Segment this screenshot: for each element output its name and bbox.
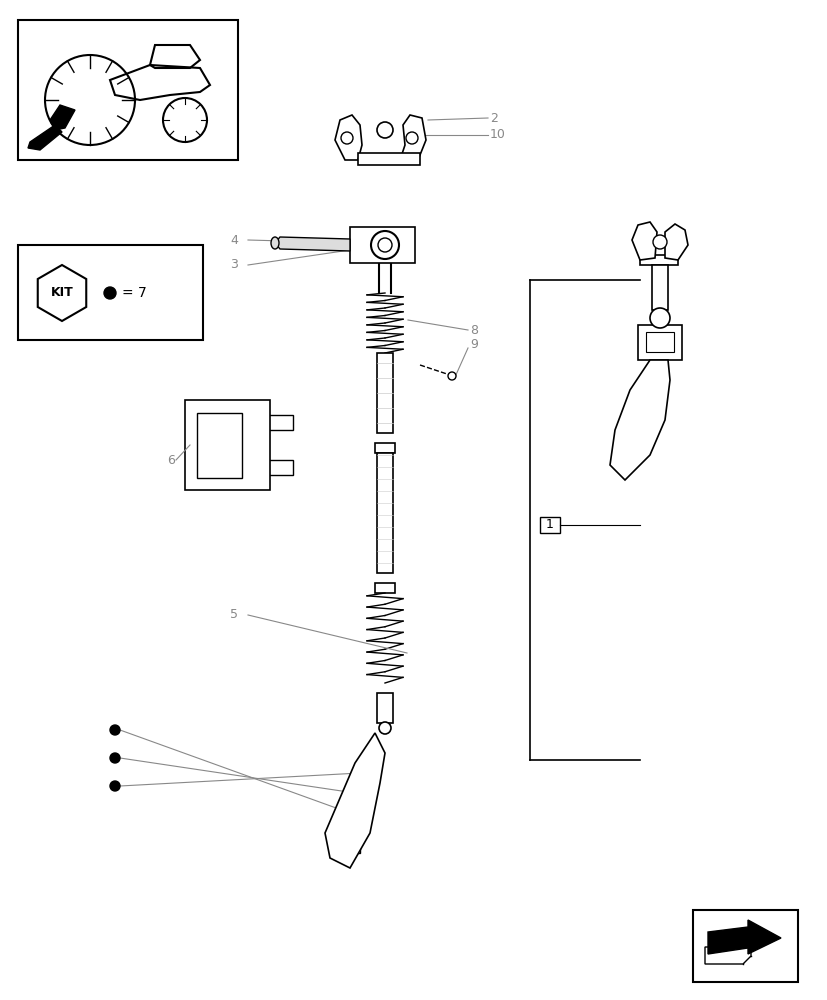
Polygon shape <box>38 265 86 321</box>
Text: 1: 1 <box>545 518 553 532</box>
Circle shape <box>110 781 120 791</box>
Text: 9: 9 <box>470 338 477 352</box>
Polygon shape <box>707 920 780 954</box>
Circle shape <box>110 753 120 763</box>
Circle shape <box>447 372 456 380</box>
Bar <box>197 413 241 478</box>
Bar <box>375 443 394 453</box>
Circle shape <box>649 308 669 328</box>
Bar <box>645 332 673 352</box>
Circle shape <box>379 722 390 734</box>
Circle shape <box>378 238 391 252</box>
Polygon shape <box>704 947 750 964</box>
Text: = 7: = 7 <box>122 286 146 300</box>
Polygon shape <box>399 115 425 160</box>
Text: 6: 6 <box>167 454 174 466</box>
Circle shape <box>370 231 399 259</box>
Text: 8: 8 <box>470 324 477 336</box>
Polygon shape <box>28 125 62 150</box>
Text: 2: 2 <box>490 111 497 124</box>
Bar <box>184 400 270 490</box>
Circle shape <box>405 132 418 144</box>
Circle shape <box>110 725 120 735</box>
Bar <box>639 255 677 265</box>
Bar <box>268 460 293 475</box>
Bar <box>268 415 293 430</box>
Polygon shape <box>664 224 687 260</box>
Bar <box>638 325 681 360</box>
Bar <box>376 693 393 723</box>
Text: 10: 10 <box>490 128 505 141</box>
Bar <box>375 583 394 593</box>
Bar <box>18 20 237 160</box>
Text: 3: 3 <box>230 258 237 271</box>
Polygon shape <box>325 733 385 868</box>
Bar <box>350 227 414 263</box>
Bar <box>18 245 203 340</box>
Polygon shape <box>335 115 361 160</box>
Bar <box>692 910 797 982</box>
Circle shape <box>653 235 667 249</box>
Polygon shape <box>50 105 75 130</box>
Bar <box>376 353 393 433</box>
Text: 4: 4 <box>230 233 237 246</box>
Bar <box>357 153 419 165</box>
Bar <box>376 453 393 573</box>
Bar <box>539 517 559 533</box>
Circle shape <box>104 287 116 299</box>
Circle shape <box>341 132 352 144</box>
Bar <box>342 818 360 853</box>
Bar <box>651 265 667 310</box>
Circle shape <box>376 122 393 138</box>
Polygon shape <box>609 360 669 480</box>
Ellipse shape <box>270 237 279 249</box>
Polygon shape <box>631 222 656 260</box>
Polygon shape <box>275 237 350 251</box>
Text: 5: 5 <box>230 608 237 621</box>
Bar <box>621 425 639 460</box>
Text: KIT: KIT <box>50 286 74 300</box>
